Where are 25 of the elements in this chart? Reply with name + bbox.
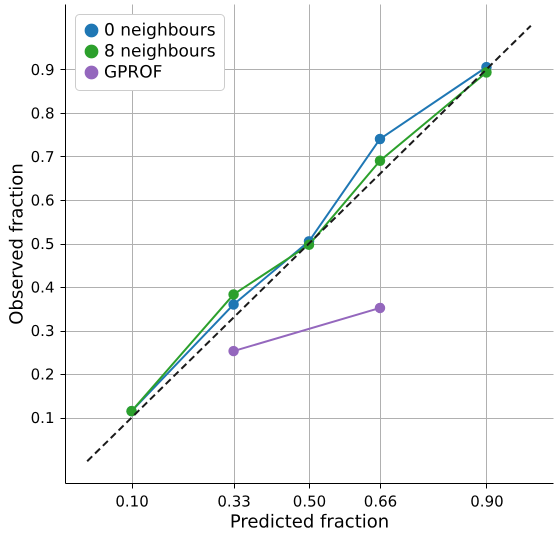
y-tick-label: 0.1 <box>30 409 54 428</box>
point <box>374 134 386 144</box>
y-tick-label: 0.9 <box>30 60 54 79</box>
x-axis-title: Predicted fraction <box>230 512 390 532</box>
y-tick-label: 0.7 <box>30 148 54 166</box>
y-tick-label: 0.8 <box>30 104 54 122</box>
legend-label: 8 neighbours <box>104 42 216 62</box>
y-tick-label: 0.2 <box>30 366 54 384</box>
y-tick-label: 0.5 <box>30 235 54 253</box>
legend-label: 0 neighbours <box>104 20 216 40</box>
x-tick-label: 0.10 <box>115 492 149 510</box>
point <box>228 299 239 310</box>
y-tick-label: 0.4 <box>30 278 54 297</box>
x-tick-label: 0.33 <box>217 492 251 510</box>
legend-label: GPROF <box>104 62 162 82</box>
y-tick-label: 0.3 <box>30 322 54 340</box>
point <box>374 156 386 166</box>
point <box>228 289 239 300</box>
y-axis-title: Observed fraction <box>6 163 28 325</box>
x-tick-label: 0.90 <box>470 492 504 510</box>
x-tick-label: 0.66 <box>364 492 398 510</box>
x-tick-label: 0.50 <box>292 492 326 510</box>
point <box>228 346 239 356</box>
y-tick-label: 0.6 <box>30 191 54 210</box>
point <box>374 302 386 314</box>
